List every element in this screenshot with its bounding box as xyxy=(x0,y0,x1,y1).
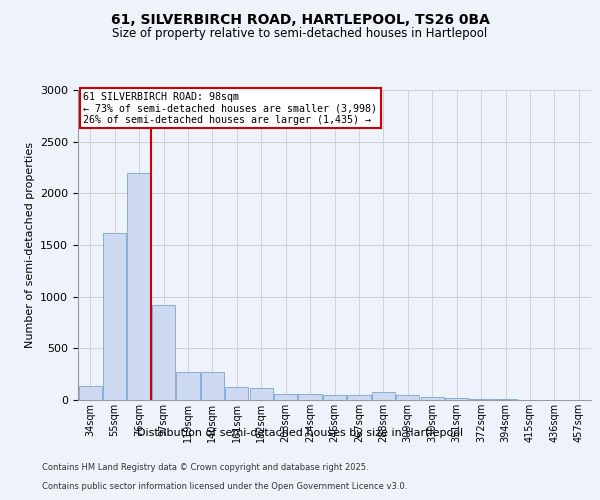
Bar xyxy=(323,395,346,400)
Text: Contains HM Land Registry data © Crown copyright and database right 2025.: Contains HM Land Registry data © Crown c… xyxy=(42,464,368,472)
Bar xyxy=(250,388,273,400)
Bar xyxy=(372,392,395,400)
Bar xyxy=(79,386,102,400)
Bar xyxy=(201,372,224,400)
Bar xyxy=(225,386,248,400)
Text: 61, SILVERBIRCH ROAD, HARTLEPOOL, TS26 0BA: 61, SILVERBIRCH ROAD, HARTLEPOOL, TS26 0… xyxy=(110,12,490,26)
Bar xyxy=(421,397,444,400)
Bar xyxy=(469,399,493,400)
Bar xyxy=(445,398,468,400)
Text: 61 SILVERBIRCH ROAD: 98sqm
← 73% of semi-detached houses are smaller (3,998)
26%: 61 SILVERBIRCH ROAD: 98sqm ← 73% of semi… xyxy=(83,92,377,124)
Bar xyxy=(103,232,126,400)
Bar xyxy=(176,372,200,400)
Text: Size of property relative to semi-detached houses in Hartlepool: Size of property relative to semi-detach… xyxy=(112,28,488,40)
Bar xyxy=(396,395,419,400)
Text: Contains public sector information licensed under the Open Government Licence v3: Contains public sector information licen… xyxy=(42,482,407,491)
Text: Distribution of semi-detached houses by size in Hartlepool: Distribution of semi-detached houses by … xyxy=(137,428,463,438)
Y-axis label: Number of semi-detached properties: Number of semi-detached properties xyxy=(25,142,35,348)
Bar xyxy=(298,394,322,400)
Bar xyxy=(152,305,175,400)
Bar xyxy=(274,394,297,400)
Bar xyxy=(347,396,371,400)
Bar xyxy=(127,172,151,400)
